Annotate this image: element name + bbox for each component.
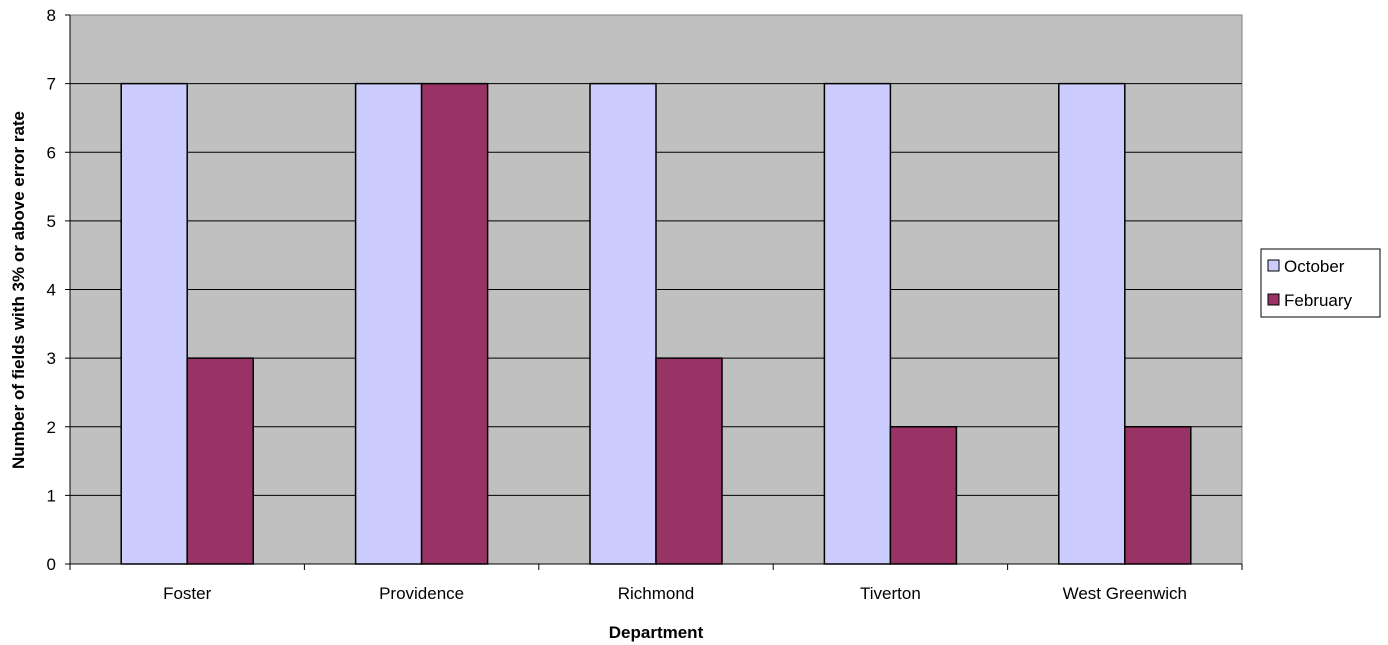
y-tick-label: 8 [47,6,56,25]
y-tick-label: 1 [47,486,56,505]
bar-february-foster [186,357,254,565]
y-tick-labels: 0 1 2 3 4 5 6 7 8 [47,6,56,574]
legend-label-february: February [1284,291,1353,310]
y-tick-label: 5 [47,212,56,231]
bar-october-providence [354,82,423,565]
bar-february-west-greenwich [1124,426,1192,565]
y-tick-label: 0 [47,555,56,574]
bars [120,82,1192,565]
x-tick-label: Richmond [618,584,695,603]
axes [65,14,1243,570]
bar-october-richmond [589,82,657,565]
bar-october-tiverton [823,82,892,565]
x-tick-label: Providence [379,584,464,603]
bar-february-providence [420,82,489,565]
x-tick-labels: Foster Providence Richmond Tiverton West Gre… [163,584,1187,603]
legend-label-october: October [1284,257,1345,276]
bar-february-richmond [655,357,723,565]
bar-october-foster [120,82,188,565]
legend-box [1260,248,1381,318]
x-tick-label: Foster [163,584,212,603]
y-tick-label: 3 [47,349,56,368]
y-tick-label: 7 [47,75,56,94]
legend-swatch-february [1267,293,1280,306]
y-tick-label: 6 [47,143,56,162]
legend-swatch-october [1267,259,1280,272]
x-axis-title: Department [609,623,704,642]
x-tick-label: Tiverton [860,584,921,603]
y-tick-label: 2 [47,418,56,437]
x-tick-label: West Greenwich [1063,584,1187,603]
bar-february-tiverton [889,426,958,565]
bar-october-west-greenwich [1058,82,1126,565]
y-tick-label: 4 [47,281,56,300]
y-axis-title: Number of fields with 3% or above error … [9,111,28,469]
legend: October February [1260,248,1381,318]
